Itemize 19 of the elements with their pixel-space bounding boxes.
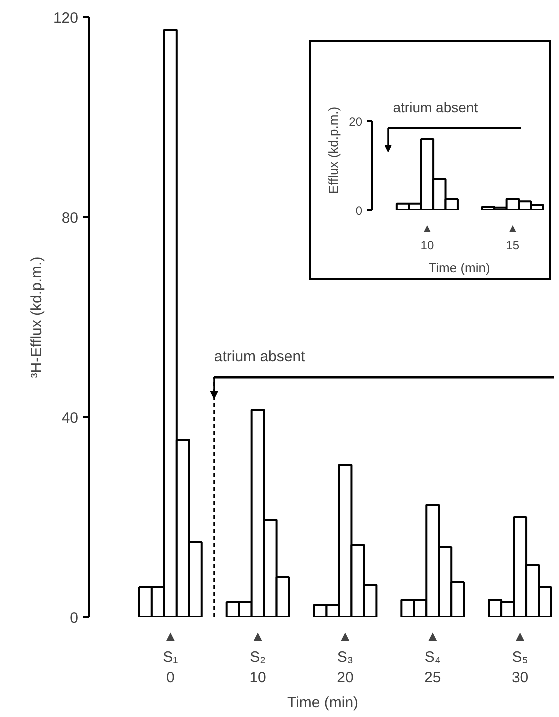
x-tick-label: ▲ S₂ 10 <box>250 628 266 686</box>
x-tick-label: ▲ S₄ 25 <box>424 628 442 686</box>
y-tick-label: 80 <box>62 210 79 227</box>
ref-line-label: atrium absent <box>214 348 306 366</box>
ref-line-label: atrium absent <box>393 100 478 116</box>
x-tick-label: ▲ 15 <box>506 222 520 252</box>
y-tick-label: 120 <box>53 10 79 27</box>
x-tick-label: ▲ 10 <box>420 222 434 252</box>
y-tick-label: 40 <box>62 410 79 427</box>
x-axis-title: Time (min) <box>428 260 490 276</box>
y-tick-label: 0 <box>70 610 78 627</box>
y-tick-label: 0 <box>356 204 363 218</box>
y-axis-title: ³H-Efflux (kd.p.m.) <box>28 256 46 378</box>
x-axis-title: Time (min) <box>287 694 359 712</box>
y-tick-label: 20 <box>349 115 363 130</box>
x-tick-label: ▲ S₃ 20 <box>337 628 354 686</box>
x-tick-label: ▲ S₁ 0 <box>163 628 178 686</box>
y-axis-title: Efflux (kd.p.m.) <box>326 106 342 194</box>
x-tick-label: ▲ S₅ 30 <box>512 628 529 686</box>
